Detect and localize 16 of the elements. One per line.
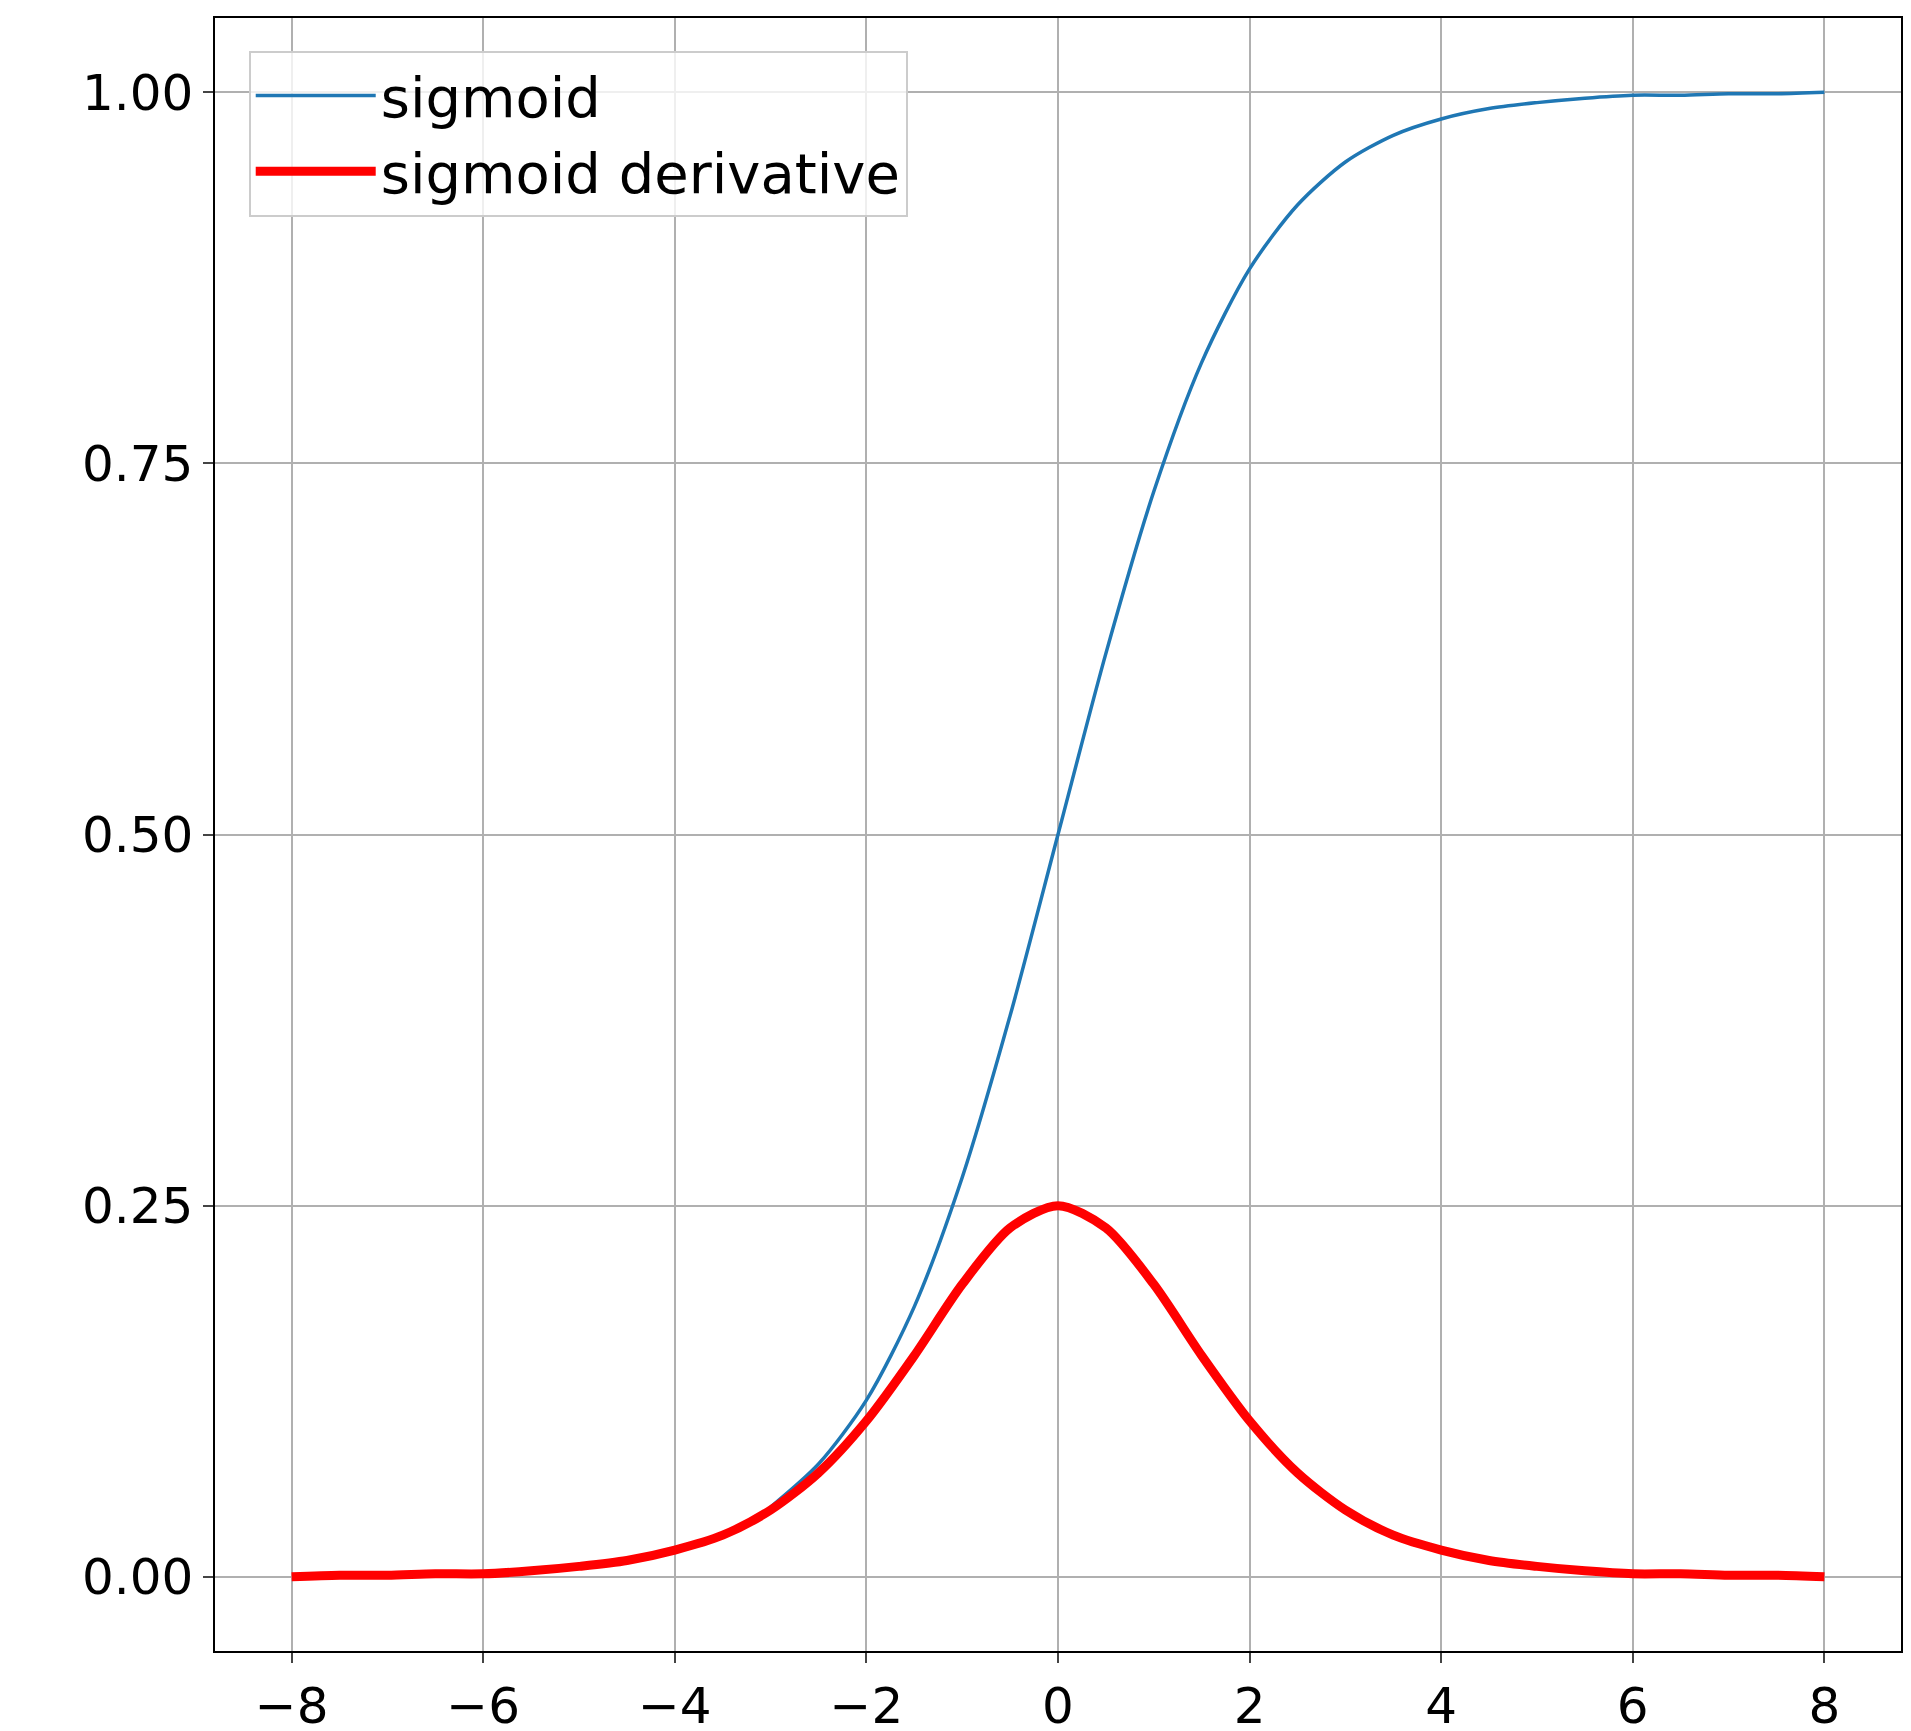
- x-tick-label: −6: [446, 1676, 521, 1731]
- x-tick-label: 4: [1425, 1676, 1458, 1731]
- y-tick-label: 0.00: [81, 1548, 194, 1607]
- y-tick-label: 0.75: [81, 434, 194, 493]
- x-tick-label: 0: [1042, 1676, 1074, 1731]
- x-tick-label: 2: [1233, 1676, 1266, 1731]
- y-tick-label: 0.25: [81, 1177, 194, 1236]
- y-tick-label: 0.50: [81, 806, 194, 864]
- x-tick-label: −4: [637, 1676, 712, 1731]
- x-tick-label: −2: [829, 1676, 904, 1731]
- x-tick-label: 8: [1808, 1676, 1841, 1731]
- legend-label: sigmoid: [380, 65, 601, 131]
- x-tick-label: 6: [1616, 1676, 1649, 1731]
- legend-label: sigmoid derivative: [380, 141, 900, 207]
- x-tick-label: −8: [254, 1676, 329, 1731]
- y-tick-label: 1.00: [81, 63, 194, 122]
